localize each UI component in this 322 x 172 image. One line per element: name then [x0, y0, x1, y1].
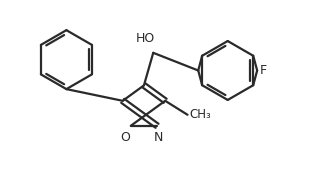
Text: HO: HO: [136, 32, 156, 45]
Text: N: N: [154, 131, 163, 144]
Text: O: O: [120, 131, 130, 144]
Text: F: F: [260, 64, 267, 77]
Text: CH₃: CH₃: [189, 108, 211, 121]
